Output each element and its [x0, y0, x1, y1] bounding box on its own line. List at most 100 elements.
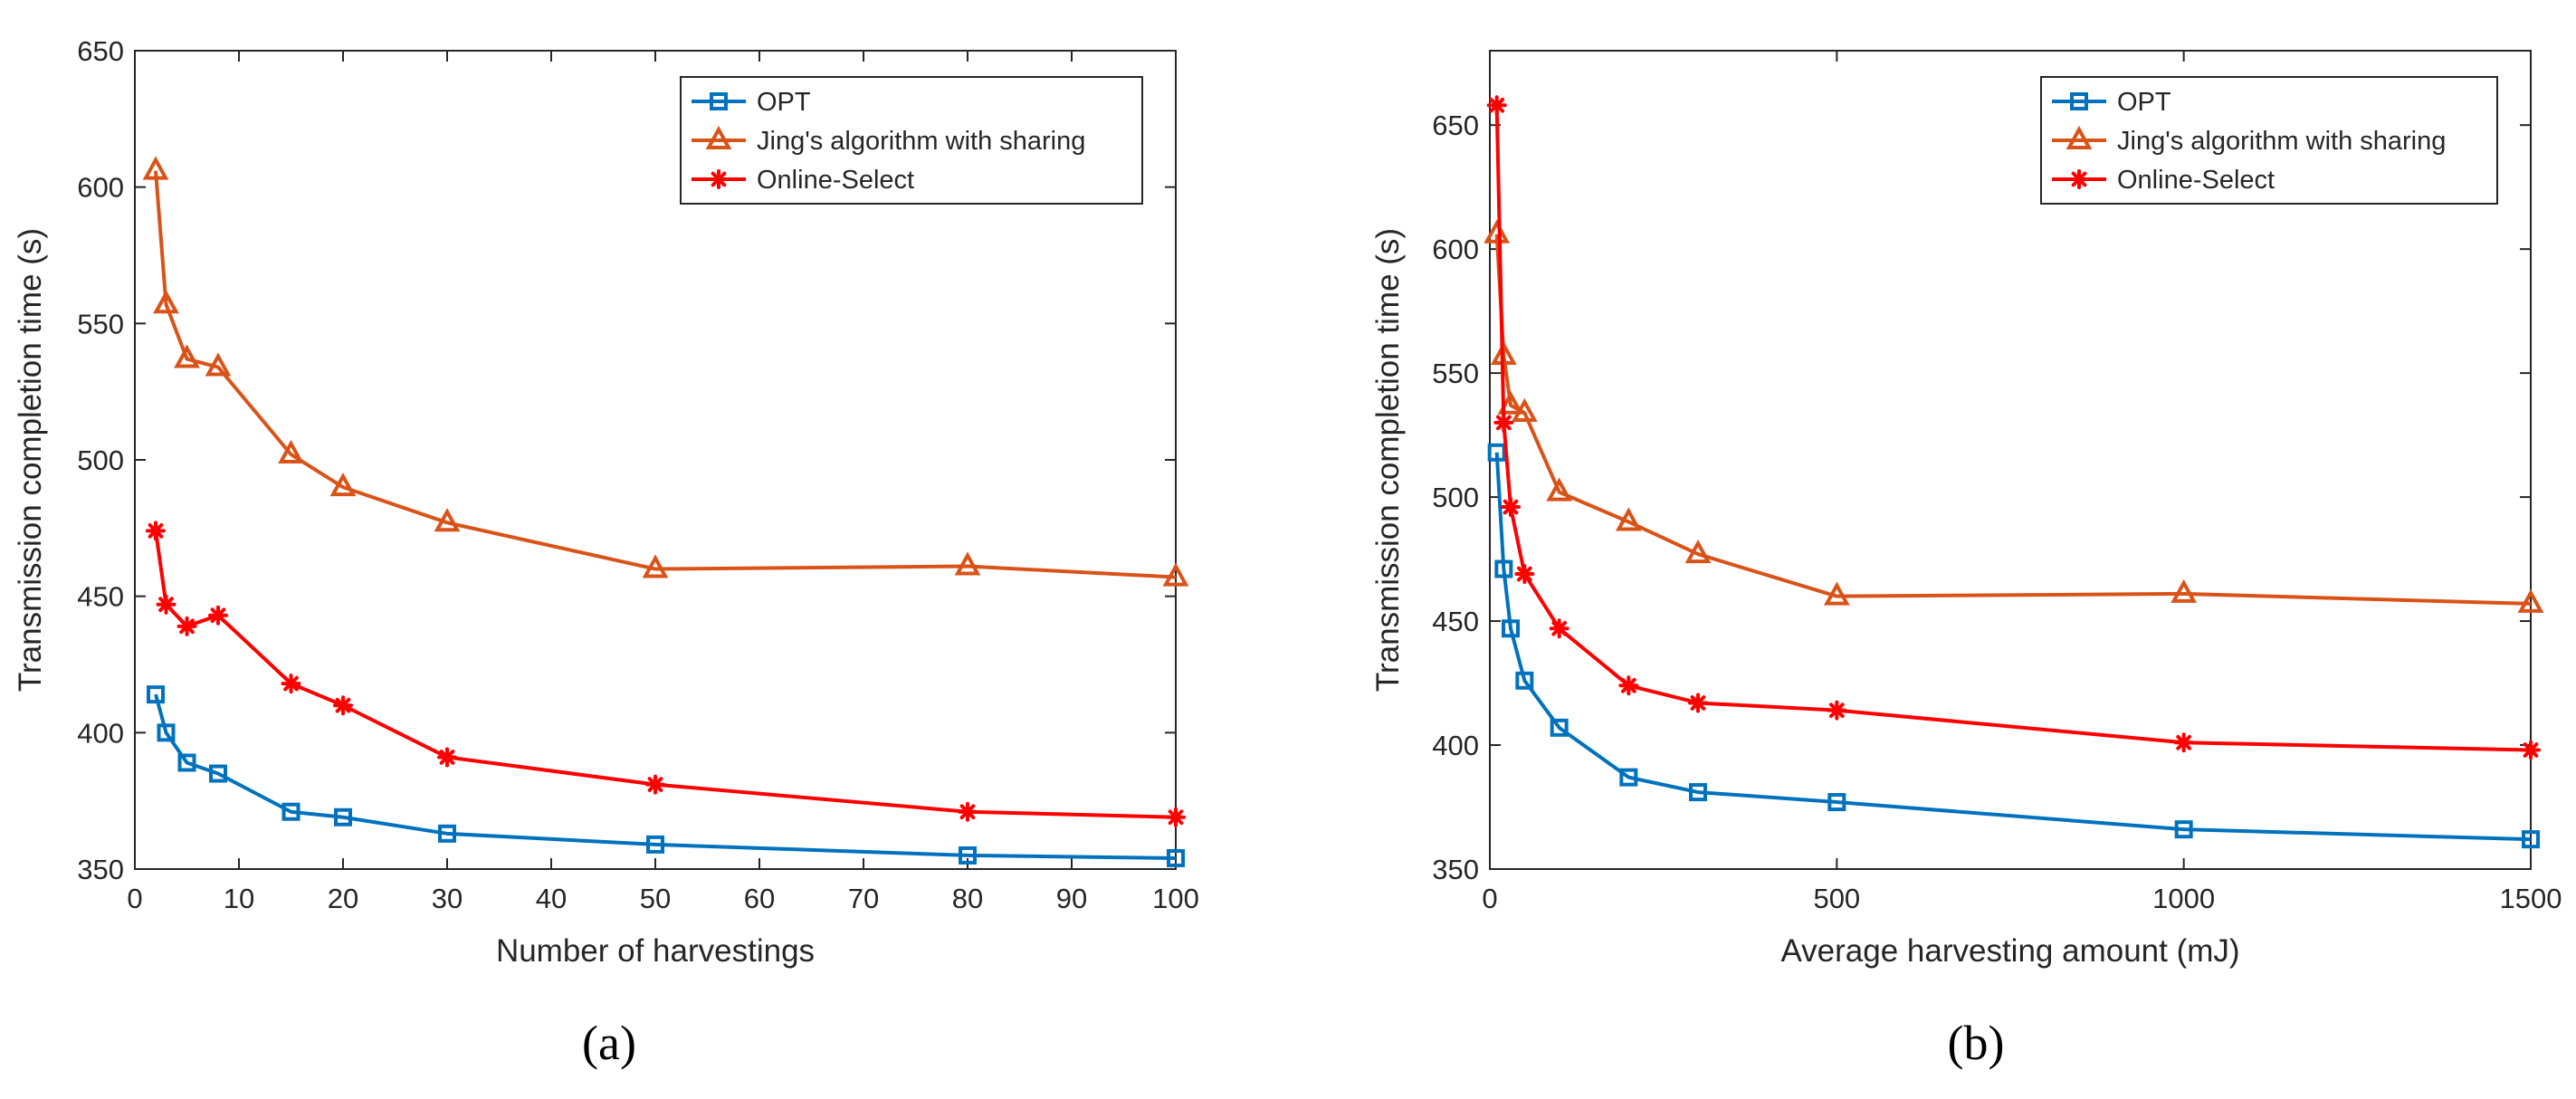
data-point — [2522, 830, 2540, 849]
data-point — [958, 801, 978, 822]
x-tick-label: 100 — [1152, 883, 1199, 914]
y-tick-label: 650 — [1432, 110, 1479, 141]
y-tick-label: 550 — [1432, 358, 1479, 389]
x-axis-title: Average harvesting amount (mJ) — [1780, 933, 2239, 969]
series-line — [1494, 452, 2532, 842]
data-point — [1497, 390, 1524, 415]
data-point — [209, 764, 227, 783]
legend: OPT Jing's algorithm with sharing Online-S… — [680, 76, 1143, 205]
x-tick-label: 1500 — [2500, 883, 2562, 914]
legend: OPT Jing's algorithm with sharing Online-S… — [2040, 76, 2498, 205]
series-line — [1494, 234, 2532, 606]
data-point — [156, 594, 177, 615]
y-tick-label: 450 — [1432, 606, 1479, 637]
series-jing — [142, 156, 1189, 587]
data-point — [959, 846, 977, 865]
data-point — [1550, 718, 1569, 737]
x-tick-label: 1000 — [2152, 883, 2215, 914]
data-point — [146, 521, 166, 541]
data-point — [281, 802, 301, 821]
legend-box — [680, 76, 1143, 205]
chart-panel-a: 0 10 20 30 40 50 60 70 80 90 100 350 400 450 500 550 600… — [13, 35, 1199, 1070]
data-point — [208, 605, 228, 626]
data-point — [1501, 497, 1521, 518]
legend-label: Jing's algorithm with sharing — [2117, 127, 2446, 156]
data-point — [157, 723, 176, 742]
legend-label: Online-Select — [2117, 166, 2275, 195]
series-line — [154, 530, 1177, 819]
x-tick-label: 40 — [536, 883, 567, 914]
data-point — [1487, 443, 1506, 462]
x-tick-label: 20 — [328, 883, 358, 914]
data-point — [205, 352, 232, 377]
chart-panel-b: 0 500 1000 1500 350 400 450 500 550 600 650 Average… — [1370, 50, 2562, 1070]
data-point — [1827, 700, 1847, 721]
series-line — [1494, 105, 2532, 752]
data-point — [1827, 793, 1846, 812]
data-point — [1167, 848, 1185, 867]
data-point — [2521, 740, 2541, 760]
series-line — [154, 693, 1177, 860]
x-tick-label: 0 — [1482, 883, 1497, 914]
figure-caption: (b) — [1948, 1016, 2005, 1070]
data-point — [278, 439, 304, 463]
data-point — [1484, 219, 1511, 244]
series-opt — [1487, 443, 2540, 849]
series-jing — [1484, 219, 2544, 613]
data-point — [1166, 807, 1186, 827]
y-tick-label: 350 — [1432, 854, 1479, 885]
legend-marker — [2070, 92, 2088, 110]
data-point — [333, 695, 353, 716]
series-line — [154, 170, 1177, 579]
data-point — [1546, 477, 1573, 502]
data-point — [147, 685, 165, 704]
series-online — [146, 521, 1186, 827]
data-point — [1688, 693, 1708, 713]
data-point — [2171, 578, 2198, 603]
data-point — [177, 753, 196, 772]
x-tick-label: 30 — [432, 883, 463, 914]
x-axis-title: Number of harvestings — [496, 933, 815, 969]
data-point — [1514, 564, 1535, 585]
x-tick-label: 50 — [640, 883, 671, 914]
y-tick-label: 600 — [1432, 234, 1479, 265]
data-point — [1684, 539, 1712, 564]
y-axis-title: Transmission completion time (s) — [13, 228, 48, 692]
x-tick-label: 80 — [952, 883, 983, 914]
data-point — [1823, 581, 1850, 606]
data-point — [281, 674, 301, 694]
data-point — [1511, 397, 1538, 422]
legend-label: OPT — [2117, 88, 2171, 117]
legend-marker — [710, 92, 728, 110]
y-tick-label: 500 — [1432, 482, 1479, 513]
legend-label: Online-Select — [757, 166, 914, 195]
y-tick-label: 500 — [77, 444, 124, 476]
series-opt — [147, 685, 1185, 867]
y-tick-label: 400 — [77, 717, 124, 749]
data-point — [437, 747, 457, 768]
y-tick-label: 650 — [77, 35, 124, 67]
legend-marker — [2066, 125, 2093, 149]
data-point — [2173, 732, 2194, 753]
data-point — [1494, 559, 1513, 578]
data-point — [329, 472, 357, 497]
y-tick-label: 350 — [77, 854, 124, 885]
data-point — [1502, 619, 1520, 638]
data-point — [1689, 783, 1707, 802]
data-point — [142, 156, 169, 180]
figure-caption: (a) — [582, 1016, 636, 1070]
y-tick-label: 450 — [77, 581, 124, 613]
y-tick-label: 600 — [77, 172, 124, 204]
data-point — [1615, 507, 1642, 531]
legend-label: OPT — [757, 88, 811, 117]
series-online — [1486, 95, 2541, 760]
data-point — [1549, 618, 1569, 639]
data-point — [438, 824, 456, 843]
x-tick-label: 60 — [744, 883, 775, 914]
data-point — [1486, 95, 1507, 116]
legend-box — [2040, 76, 2498, 205]
legend-label: Jing's algorithm with sharing — [757, 127, 1085, 156]
data-point — [153, 290, 179, 314]
y-tick-label: 550 — [77, 308, 124, 339]
